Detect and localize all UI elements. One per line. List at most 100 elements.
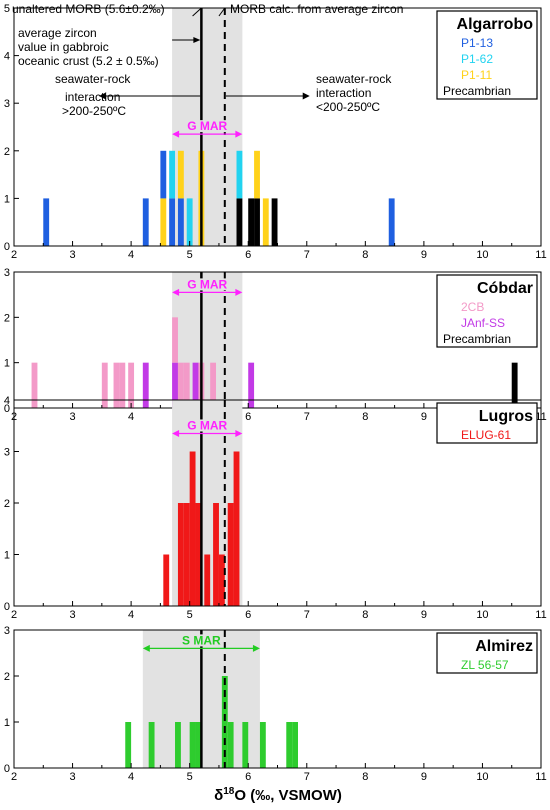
x-tick-label: 3 <box>69 609 75 621</box>
histogram-bar <box>172 362 178 408</box>
x-tick-label: 10 <box>476 249 488 261</box>
x-tick-label: 3 <box>69 771 75 783</box>
histogram-bar <box>511 362 518 408</box>
x-tick-label: 4 <box>128 411 134 423</box>
legend-entry: Precambrian <box>443 84 511 98</box>
x-tick-label: 9 <box>421 411 427 423</box>
x-tick-label: 9 <box>421 609 427 621</box>
x-tick-label: 8 <box>362 771 368 783</box>
y-tick-label: 4 <box>4 395 10 407</box>
avg-zircon-label-1: average zircon <box>18 26 97 40</box>
avg-zircon-arrow <box>193 37 201 43</box>
x-tick-label: 7 <box>304 771 310 783</box>
x-tick-label: 2 <box>11 249 17 261</box>
y-tick-label: 4 <box>4 51 10 63</box>
y-tick-label: 1 <box>4 550 10 562</box>
unaltered-morb-leader <box>192 7 202 17</box>
legend-entry: P1-62 <box>461 52 493 66</box>
y-tick-label: 0 <box>4 601 10 613</box>
histogram-bar <box>248 198 255 246</box>
x-tick-label: 7 <box>304 249 310 261</box>
panel-4: S MAR 2 3 4 5 6 7 8 9 10 11 0 1 2 3 Almirez ZL 56-57 <box>4 625 547 783</box>
x-tick-label: 6 <box>245 771 251 783</box>
y-tick-label: 5 <box>4 3 10 15</box>
panel-title: Almirez <box>475 638 533 655</box>
histogram-bar <box>128 362 135 408</box>
histogram-bar <box>163 554 170 606</box>
panel-3: G MAR 2 3 4 5 6 7 8 9 10 11 0 1 2 3 4 Lugros ELUG-61 <box>4 395 547 621</box>
x-tick-label: 4 <box>128 249 134 261</box>
histogram-bar <box>236 150 243 199</box>
cold-interaction-label-3: <200-250ºC <box>316 100 380 114</box>
range-arrow-right <box>235 429 243 437</box>
x-tick-label: 6 <box>245 609 251 621</box>
range-label: G MAR <box>187 277 227 291</box>
y-tick-label: 3 <box>4 447 10 459</box>
legend-entry: JAnf-SS <box>461 316 505 330</box>
histogram-bar <box>186 198 193 246</box>
panel-1: G MAR 2 3 4 5 6 7 8 9 10 11 0 1 2 3 4 5 Algarrobo P1-13 P1-… <box>4 3 547 261</box>
legend-entry: P1-13 <box>461 36 493 50</box>
y-tick-label: 3 <box>4 625 10 637</box>
hot-interaction-arrow <box>98 92 106 100</box>
histogram-bar <box>204 554 211 606</box>
histogram-bar <box>101 362 108 408</box>
histogram-bar <box>195 722 202 768</box>
y-tick-label: 2 <box>4 671 10 683</box>
panel-title: Cóbdar <box>477 280 533 297</box>
histogram-bar <box>213 503 219 606</box>
histogram-bar <box>292 722 298 768</box>
histogram-bar <box>43 198 50 246</box>
histogram-bar <box>177 362 184 408</box>
cold-interaction-label-2: interaction <box>316 86 371 100</box>
y-tick-label: 1 <box>4 717 10 729</box>
legend-entry: 2CB <box>461 300 484 314</box>
histogram-bar <box>183 362 190 408</box>
morb-calc-label: MORB calc. from average zircon <box>230 2 403 16</box>
histogram-bar <box>254 150 260 199</box>
range-arrow-left <box>142 644 150 652</box>
range-arrow-left <box>172 288 180 296</box>
legend-box <box>436 632 538 674</box>
x-tick-label: 11 <box>535 771 546 783</box>
x-tick-label: 11 <box>535 249 546 261</box>
y-tick-label: 0 <box>4 241 10 253</box>
x-axis-label: δ18O (‰, VSMOW) <box>214 786 342 804</box>
histogram-bar <box>169 198 176 246</box>
histogram-bar <box>195 503 202 606</box>
y-tick-label: 3 <box>4 98 10 110</box>
y-tick-label: 2 <box>4 146 10 158</box>
histogram-bar <box>177 198 184 246</box>
legend-box <box>436 402 538 444</box>
hot-interaction-label-3: >200-250ºC <box>62 104 126 118</box>
histogram-bar <box>172 317 178 363</box>
y-tick-label: 1 <box>4 193 10 205</box>
x-tick-label: 8 <box>362 411 368 423</box>
x-tick-label: 5 <box>187 249 193 261</box>
histogram-bar <box>189 722 196 768</box>
histogram-bar <box>183 503 190 606</box>
range-label-bg <box>185 419 230 432</box>
x-tick-label: 7 <box>304 609 310 621</box>
x-tick-label: 6 <box>245 249 251 261</box>
legend-entry: P1-11 <box>461 68 492 82</box>
histogram-bar <box>271 198 278 246</box>
range-label: S MAR <box>182 633 221 647</box>
x-tick-label: 4 <box>128 771 134 783</box>
legend-box <box>436 10 538 100</box>
x-tick-label: 8 <box>362 609 368 621</box>
histogram-bar <box>227 503 234 606</box>
histogram-bar <box>192 362 199 408</box>
histogram-bar <box>169 150 176 199</box>
panel-title: Algarrobo <box>457 16 534 33</box>
x-tick-label: 7 <box>304 411 310 423</box>
y-tick-label: 3 <box>4 267 10 279</box>
x-tick-label: 10 <box>476 771 488 783</box>
x-tick-label: 3 <box>69 249 75 261</box>
histogram-bar <box>175 722 181 768</box>
histogram-bar <box>210 362 217 408</box>
avg-zircon-label-3: oceanic crust (5.2 ± 0.5‰) <box>18 54 159 68</box>
hot-interaction-label-2: interaction <box>65 90 120 104</box>
range-arrow-right <box>235 130 243 138</box>
